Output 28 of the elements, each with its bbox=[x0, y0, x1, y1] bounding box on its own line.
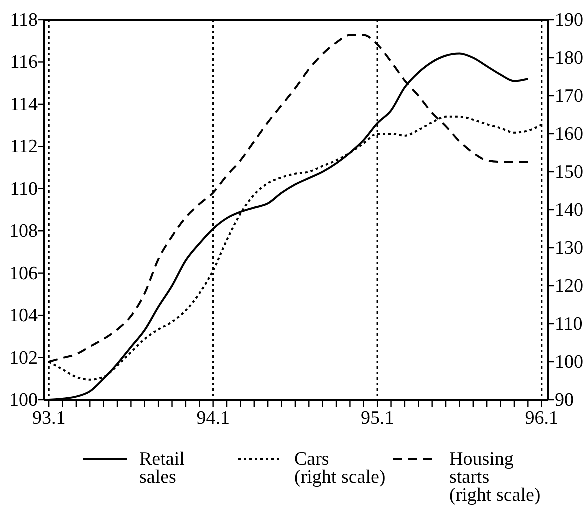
y2-tick-label: 170 bbox=[555, 86, 584, 107]
y2-tick-label: 190 bbox=[555, 10, 584, 31]
legend-label: Retail sales bbox=[140, 449, 185, 488]
y-tick-label: 100 bbox=[10, 390, 38, 411]
y-tick-label: 108 bbox=[10, 221, 38, 242]
y2-tick-label: 110 bbox=[555, 314, 583, 335]
y2-tick-label: 120 bbox=[555, 276, 584, 297]
legend-label: Cars (right scale) bbox=[294, 449, 386, 488]
y-tick-label: 104 bbox=[10, 306, 38, 327]
y2-tick-label: 90 bbox=[555, 390, 574, 411]
legend-label: Housing starts (right scale) bbox=[450, 449, 541, 506]
y-tick-label: 106 bbox=[10, 263, 38, 284]
y-tick-label: 114 bbox=[10, 94, 38, 116]
y-tick-label: 110 bbox=[10, 178, 38, 200]
y-tick-label: 118 bbox=[10, 10, 38, 31]
y-tick-label: 112 bbox=[10, 136, 38, 158]
x-tick-label: 94.1 bbox=[196, 408, 230, 429]
y-tick-label: 102 bbox=[10, 348, 38, 369]
x-tick-label: 93.1 bbox=[32, 408, 66, 429]
x-tick-label: 96.1 bbox=[525, 408, 558, 429]
y2-tick-label: 180 bbox=[555, 48, 584, 69]
y2-tick-label: 150 bbox=[555, 162, 584, 183]
y2-tick-label: 160 bbox=[555, 124, 584, 145]
x-tick-label: 95.1 bbox=[360, 408, 394, 429]
y2-tick-label: 140 bbox=[555, 200, 584, 221]
y-tick-label: 116 bbox=[10, 52, 38, 74]
y2-tick-label: 100 bbox=[555, 352, 584, 373]
y2-tick-label: 130 bbox=[555, 238, 584, 259]
